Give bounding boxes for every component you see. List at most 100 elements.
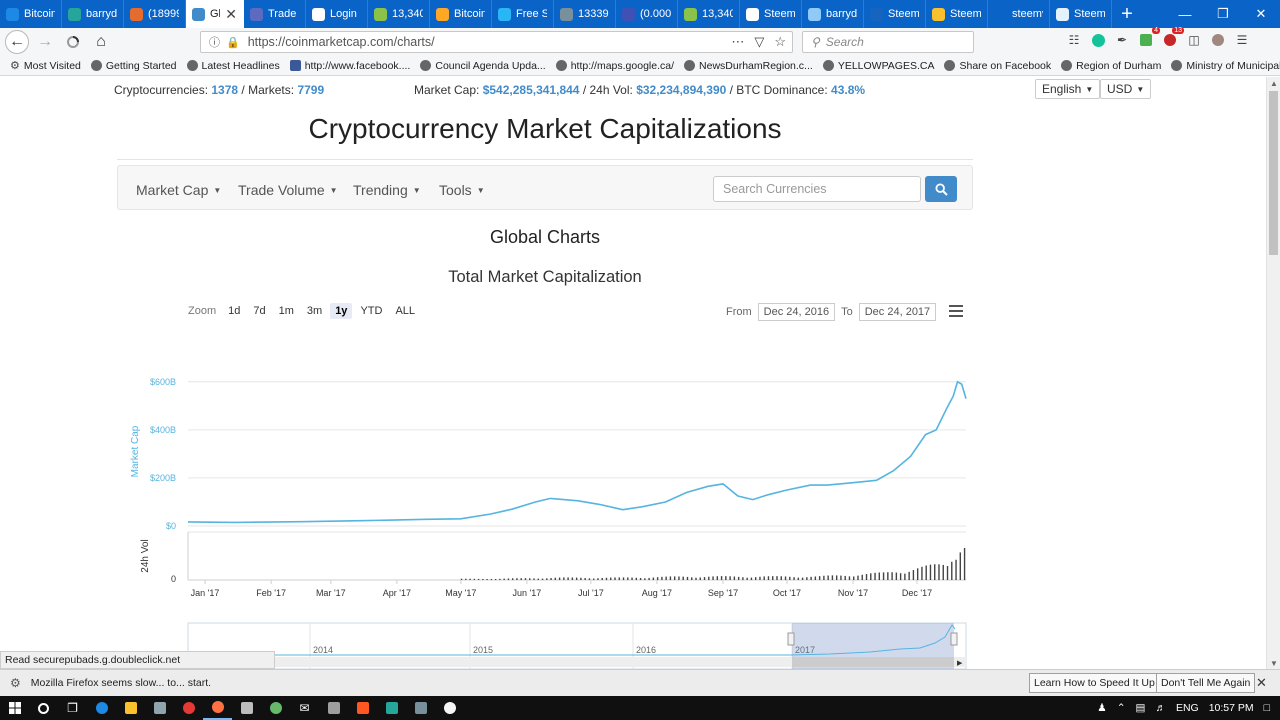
volume-bar[interactable] bbox=[541, 578, 544, 580]
volume-bar[interactable] bbox=[844, 575, 846, 580]
scroll-thumb[interactable] bbox=[1269, 91, 1278, 255]
currency-select[interactable]: USD ▼ bbox=[1100, 79, 1152, 99]
volume-bar[interactable] bbox=[614, 577, 616, 580]
volume-bar[interactable] bbox=[814, 576, 817, 580]
volume-bar[interactable] bbox=[473, 578, 476, 580]
menu-tools[interactable]: Tools ▼ bbox=[439, 182, 485, 198]
volume-bar[interactable] bbox=[695, 577, 697, 580]
dominance-link[interactable]: 43.8% bbox=[831, 83, 866, 97]
bookmark-item[interactable]: YELLOWPAGES.CA bbox=[822, 60, 934, 72]
volume-bar[interactable] bbox=[946, 566, 949, 580]
volume-bar[interactable] bbox=[639, 578, 642, 580]
volume-bar[interactable] bbox=[563, 577, 565, 580]
url-bar[interactable]: ⓘ 🔒 https://coinmarketcap.com/charts/ ⋯ … bbox=[200, 31, 793, 53]
url-text[interactable]: https://coinmarketcap.com/charts/ bbox=[247, 35, 435, 49]
volume-bar[interactable] bbox=[469, 578, 471, 580]
zoom-all-button[interactable]: ALL bbox=[395, 305, 416, 317]
volume-bar[interactable] bbox=[499, 578, 501, 580]
cryptocurrencies-link[interactable]: 1378 bbox=[211, 83, 239, 97]
volume-bar[interactable] bbox=[494, 579, 497, 580]
volume-bar[interactable] bbox=[754, 577, 757, 580]
people-icon[interactable]: ♟ bbox=[1097, 702, 1107, 714]
volume-bar[interactable] bbox=[665, 576, 667, 580]
volume-bar[interactable] bbox=[959, 552, 962, 580]
new-tab-button[interactable]: + bbox=[1121, 2, 1133, 25]
volume-bar[interactable] bbox=[588, 578, 591, 580]
market-cap-series-line[interactable] bbox=[187, 380, 967, 524]
volume-bar[interactable] bbox=[648, 577, 650, 580]
volume-bar[interactable] bbox=[827, 575, 829, 580]
navigator-handle-right[interactable] bbox=[950, 632, 958, 646]
volume-bar[interactable] bbox=[482, 579, 484, 580]
language-select[interactable]: English ▼ bbox=[1035, 79, 1101, 99]
loading-spinner-icon[interactable] bbox=[61, 30, 85, 54]
navigator-handle-left[interactable] bbox=[787, 632, 795, 646]
volume-bar[interactable] bbox=[793, 577, 795, 580]
market-cap-chart[interactable]: $0 $200B $400B $600B Market Cap 0 24h Vol Jan '… bbox=[0, 77, 1266, 669]
volume-bar[interactable] bbox=[801, 577, 804, 580]
chrome-icon[interactable] bbox=[174, 696, 203, 720]
volume-bar[interactable] bbox=[797, 577, 800, 580]
volume-bar[interactable] bbox=[490, 579, 493, 580]
volume-bar[interactable] bbox=[627, 577, 629, 580]
sidebar-icon[interactable]: ◫ bbox=[1188, 33, 1200, 47]
volume-bar[interactable] bbox=[767, 576, 770, 580]
volume-bar[interactable] bbox=[546, 578, 548, 580]
volume-bar[interactable] bbox=[891, 572, 893, 580]
browser-tab[interactable]: Steem bbox=[740, 0, 802, 28]
volume-bar[interactable] bbox=[848, 576, 851, 580]
zoom-1y-button[interactable]: 1y bbox=[330, 303, 353, 319]
volume-bar[interactable] bbox=[460, 578, 463, 580]
vol-link[interactable]: $32,234,894,390 bbox=[636, 83, 727, 97]
volume-bar[interactable] bbox=[908, 571, 910, 580]
network-icon[interactable]: ▤ bbox=[1135, 702, 1146, 714]
volume-bar[interactable] bbox=[644, 578, 646, 580]
zoom-1d-button[interactable]: 1d bbox=[228, 305, 241, 317]
volume-bar[interactable] bbox=[882, 572, 885, 580]
info-icon[interactable]: ⓘ bbox=[209, 37, 220, 49]
volume-bar[interactable] bbox=[720, 576, 723, 580]
volume-bar[interactable] bbox=[895, 572, 898, 580]
volume-bar[interactable] bbox=[550, 578, 552, 580]
volume-bar[interactable] bbox=[955, 559, 957, 580]
cortana-icon[interactable] bbox=[29, 696, 58, 720]
browser-tab[interactable]: barryd bbox=[802, 0, 864, 28]
browser-tab[interactable]: Bitcoin bbox=[430, 0, 492, 28]
brave-icon[interactable] bbox=[348, 696, 377, 720]
volume-bar[interactable] bbox=[678, 576, 680, 580]
volume-bar[interactable] bbox=[605, 577, 608, 580]
volume-bar[interactable] bbox=[806, 577, 808, 580]
bookmark-item[interactable]: ⚙ Most Visited bbox=[10, 59, 81, 73]
volume-bar[interactable] bbox=[567, 577, 569, 580]
library-icon[interactable]: ☷ bbox=[1068, 33, 1080, 47]
volume-bar[interactable] bbox=[780, 576, 782, 580]
volume-bar[interactable] bbox=[597, 578, 599, 580]
pocket-icon[interactable]: ▽ bbox=[754, 34, 765, 49]
minimize-icon[interactable]: — bbox=[1178, 6, 1192, 22]
volume-bar[interactable] bbox=[912, 570, 915, 580]
volume-bar[interactable] bbox=[558, 577, 561, 580]
browser-tab[interactable]: 13,340 bbox=[678, 0, 740, 28]
volume-bar[interactable] bbox=[904, 573, 906, 580]
volume-bar[interactable] bbox=[729, 576, 731, 580]
volume-bar[interactable] bbox=[712, 576, 714, 580]
volume-bar[interactable] bbox=[537, 578, 539, 580]
scroll-up-icon[interactable]: ▲ bbox=[1270, 78, 1278, 88]
volume-bar[interactable] bbox=[742, 577, 744, 580]
volume-bar[interactable] bbox=[733, 576, 736, 580]
bookmark-item[interactable]: Region of Durham bbox=[1061, 60, 1161, 72]
navigator-scroll-thumb[interactable] bbox=[792, 657, 954, 667]
browser-tab[interactable]: Trade c bbox=[244, 0, 306, 28]
volume-bar[interactable] bbox=[929, 564, 932, 580]
volume-bar[interactable] bbox=[899, 573, 902, 580]
volume-bar[interactable] bbox=[853, 576, 855, 580]
volume-bar[interactable] bbox=[776, 576, 778, 580]
browser-tab[interactable]: (0.000 bbox=[616, 0, 678, 28]
browser-tab[interactable]: 13339 bbox=[554, 0, 616, 28]
volume-bar[interactable] bbox=[746, 577, 748, 580]
dont-tell-me-again-button[interactable]: Don't Tell Me Again bbox=[1156, 673, 1256, 693]
search-currencies-input[interactable] bbox=[713, 176, 921, 202]
language-indicator[interactable]: ENG bbox=[1175, 702, 1199, 714]
volume-bar[interactable] bbox=[840, 575, 842, 580]
search-button[interactable] bbox=[925, 176, 957, 202]
